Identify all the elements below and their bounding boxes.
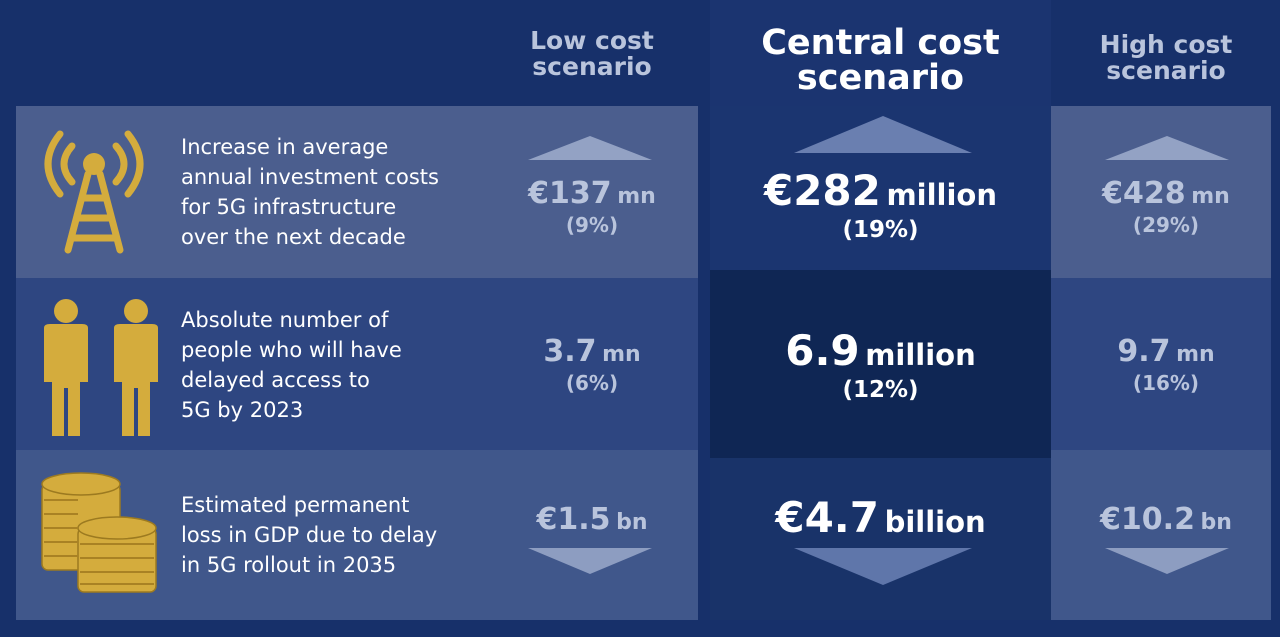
- description-investment: Increase in average annual investment co…: [181, 135, 439, 249]
- value-investment-high: €428 mn (29%): [1102, 176, 1230, 237]
- row-band-gdp: [16, 450, 1271, 620]
- arrow-up-icon: [528, 136, 652, 160]
- coins-icon: [41, 472, 157, 593]
- cell-tower-icon: [44, 130, 144, 254]
- arrow-down-icon: [794, 548, 972, 585]
- value-people-central: 6.9 million (12%): [785, 326, 976, 403]
- arrow-up-icon: [794, 116, 972, 153]
- arrow-down-icon: [1105, 548, 1229, 574]
- header-low-cost: Low cost scenario: [530, 26, 654, 82]
- description-gdp: Estimated permanent loss in GDP due to d…: [181, 493, 438, 577]
- value-investment-low: €137 mn (9%): [528, 176, 656, 237]
- header-central-cost: Central cost scenario: [761, 23, 1000, 98]
- description-people: Absolute number of people who will have …: [181, 308, 402, 422]
- value-gdp-high: €10.2 bn: [1100, 502, 1232, 537]
- row-band-people: [16, 278, 1271, 450]
- column-gap-left: [698, 106, 710, 620]
- arrow-down-icon: [528, 548, 652, 574]
- arrow-up-icon: [1105, 136, 1229, 160]
- row-band-investment: [16, 106, 1271, 278]
- header-high-cost: High cost scenario: [1099, 30, 1233, 86]
- value-people-high: 9.7 mn (16%): [1117, 334, 1215, 395]
- value-gdp-low: €1.5 bn: [536, 502, 648, 537]
- value-gdp-central: €4.7 billion: [775, 493, 986, 542]
- value-investment-central: €282 million (19%): [763, 166, 998, 243]
- central-column: [710, 0, 1051, 637]
- value-people-low: 3.7 mn (6%): [543, 334, 641, 395]
- people-icon: [44, 299, 158, 436]
